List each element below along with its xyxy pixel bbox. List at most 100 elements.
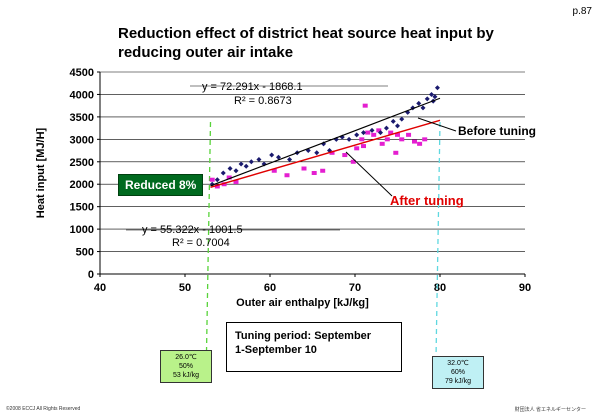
before-point	[238, 161, 244, 167]
before-point	[243, 163, 249, 169]
title-line-1: Reduction effect of district heat source…	[118, 25, 494, 42]
before-point	[432, 94, 438, 100]
cond-left-temp: 26.0℃	[175, 354, 197, 361]
after-point	[362, 103, 368, 108]
axes-layer: 0 500 1000 1500 2000 2500 3000 3500 4000 4500 40 50…	[35, 67, 531, 309]
y-tick-label: 500	[76, 247, 94, 259]
before-point	[416, 100, 422, 106]
grid-layer	[100, 71, 525, 252]
after-point	[422, 137, 428, 142]
after-point	[406, 132, 412, 137]
x-tick-label: 60	[264, 282, 276, 294]
before-point	[276, 154, 281, 160]
y-axis-label: Heat input [MJ/H]	[35, 127, 47, 218]
y-tick-label: 3500	[70, 112, 94, 124]
tuning-line-2: 1-September 10	[235, 344, 317, 356]
after-point	[233, 179, 239, 184]
vline-layer	[205, 121, 441, 359]
cond-right-humidity: 60%	[450, 369, 465, 376]
before-point	[378, 130, 383, 136]
after-point	[399, 137, 405, 142]
after-point	[209, 177, 215, 182]
after-point	[379, 141, 385, 146]
chart-title: Reduction effect of district heat source…	[118, 24, 538, 62]
after-point	[376, 128, 382, 133]
before-point	[248, 159, 254, 165]
condition-box-right: 32.0℃ 60% 79 kJ/kg	[432, 356, 484, 389]
before-point	[399, 116, 405, 122]
after-point	[311, 171, 317, 175]
x-tick-label: 40	[94, 282, 106, 294]
y-tick-label: 4000	[70, 89, 94, 101]
vline-left	[205, 121, 212, 353]
before-point	[314, 150, 320, 156]
before-r2: R² = 0.8673	[234, 95, 292, 107]
before-point	[383, 125, 389, 131]
x-tick-label: 50	[179, 282, 191, 294]
before-point	[220, 170, 226, 176]
before-point	[214, 177, 220, 183]
after-point	[271, 168, 277, 173]
page-number: p.87	[572, 6, 592, 17]
y-tick-label: 1000	[70, 224, 94, 236]
before-equation: y = 72.291x - 1868.1	[202, 81, 303, 93]
x-tick-label: 70	[349, 282, 361, 294]
after-point	[342, 153, 348, 158]
before-point	[354, 132, 360, 138]
before-point	[420, 105, 426, 111]
before-point	[369, 127, 375, 133]
before-trendline	[210, 97, 441, 187]
after-point	[329, 150, 335, 155]
after-trendline	[210, 119, 441, 189]
before-label-leader	[417, 117, 457, 132]
before-point	[424, 96, 430, 102]
before-point	[434, 85, 440, 91]
after-point	[301, 166, 307, 171]
tuning-period-box: Tuning period: September 1-September 10	[226, 322, 402, 372]
after-point	[371, 132, 377, 137]
cond-left-enthalpy: 53 kJ/kg	[172, 372, 200, 379]
after-point	[365, 130, 371, 135]
after-point	[359, 137, 365, 142]
before-point	[390, 118, 396, 124]
before-point	[227, 166, 233, 172]
after-point	[384, 137, 390, 142]
cond-left-humidity: 50%	[178, 363, 193, 370]
copyright: ©2008 ECCJ All Rights Reserved	[6, 406, 81, 412]
after-point	[388, 130, 394, 135]
cond-right-temp: 32.0℃	[447, 360, 469, 367]
condition-box-left: 26.0℃ 50% 53 kJ/kg	[160, 350, 212, 383]
after-r2: R² = 0.7004	[172, 237, 230, 249]
before-point	[346, 136, 352, 142]
trend-layer	[210, 97, 441, 189]
organization: 財団法人 省エネルギーセンター	[514, 407, 586, 413]
before-point	[287, 157, 293, 163]
y-tick-label: 3000	[70, 134, 94, 146]
after-point	[417, 141, 423, 146]
after-point	[226, 175, 232, 180]
after-point	[412, 139, 417, 144]
y-tick-label: 1500	[70, 202, 94, 214]
points-layer	[209, 85, 440, 189]
after-point	[361, 144, 366, 149]
after-point	[393, 150, 399, 155]
before-point	[395, 123, 400, 129]
after-label-leader	[345, 151, 393, 197]
x-tick-label: 90	[519, 282, 531, 294]
y-tick-label: 4500	[70, 67, 94, 79]
y-tick-label: 2500	[70, 157, 94, 169]
before-point	[256, 157, 262, 163]
x-tick-label: 80	[434, 282, 446, 294]
before-point	[361, 130, 366, 136]
after-point	[354, 146, 360, 151]
y-tick-label: 0	[88, 269, 94, 281]
tuning-line-1: Tuning period: September	[235, 330, 372, 342]
after-tuning-label: After tuning	[390, 193, 464, 208]
after-point	[350, 159, 356, 164]
before-point	[429, 91, 434, 97]
title-line-2: reducing outer air intake	[118, 44, 294, 61]
after-point	[221, 182, 227, 187]
cond-right-enthalpy: 79 kJ/kg	[444, 378, 472, 385]
